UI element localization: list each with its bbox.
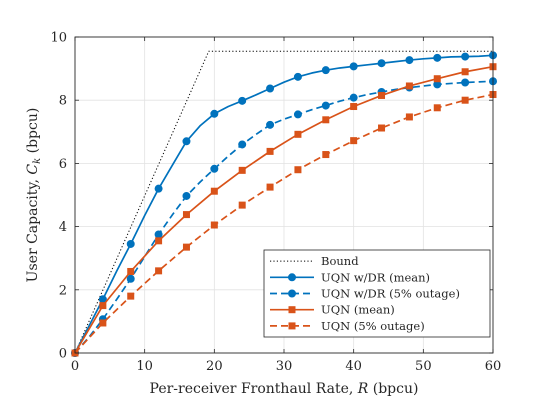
data-point: [350, 103, 358, 111]
data-point: [266, 84, 275, 93]
data-point: [350, 137, 358, 145]
data-point: [154, 230, 163, 239]
legend-box: [263, 249, 491, 338]
series-line: [74, 65, 494, 354]
legend-entry: UQN (5% outage): [270, 319, 425, 333]
data-point: [322, 151, 330, 159]
data-point: [349, 93, 358, 102]
data-point: [127, 292, 135, 300]
data-point: [182, 191, 191, 200]
data-point: [210, 221, 218, 229]
x-tick-label: 0: [71, 359, 79, 374]
data-point: [294, 130, 302, 138]
data-point: [433, 104, 441, 112]
data-point: [266, 147, 274, 155]
data-point: [461, 96, 469, 104]
data-point: [405, 82, 413, 90]
data-point: [288, 306, 296, 314]
y-axis-label-symbol: C: [25, 164, 41, 175]
data-point: [210, 187, 218, 195]
x-tick-label: 50: [415, 359, 432, 374]
data-point: [349, 62, 358, 71]
x-tick-label: 10: [136, 359, 153, 374]
data-point: [287, 273, 296, 282]
legend-label: UQN w/DR (5% outage): [321, 287, 460, 301]
data-point: [321, 101, 330, 110]
y-tick-label: 10: [50, 31, 67, 46]
data-point: [155, 267, 163, 275]
data-point: [433, 75, 441, 83]
y-tick-label: 4: [59, 220, 67, 235]
data-point: [266, 183, 274, 191]
legend-label: UQN w/DR (mean): [321, 270, 430, 284]
legend-entry: UQN w/DR (5% outage): [270, 287, 460, 301]
data-point: [238, 96, 247, 105]
data-point: [378, 91, 386, 99]
data-point: [155, 237, 163, 245]
data-point: [238, 166, 246, 174]
legend-entry: UQN (mean): [270, 303, 395, 317]
series-0: [74, 50, 493, 354]
x-tick-label: 30: [276, 359, 293, 374]
x-axis-label-suffix: (bpcu): [368, 381, 418, 397]
legend-label: UQN (5% outage): [321, 319, 425, 333]
data-point: [238, 140, 247, 149]
data-point: [321, 66, 330, 75]
x-axis-label: Per-receiver Fronthaul Rate, R (bpcu): [150, 381, 419, 397]
data-point: [182, 211, 190, 219]
data-point: [127, 267, 135, 275]
data-point: [293, 72, 302, 81]
y-tick-label: 8: [59, 94, 67, 109]
x-tick-label: 40: [345, 359, 362, 374]
x-axis-label-prefix: Per-receiver Fronthaul Rate,: [150, 381, 358, 397]
data-point: [378, 124, 386, 132]
data-point: [405, 56, 414, 65]
data-point: [99, 302, 107, 310]
ticks: 0 10 20 30 40 50 60 0 2 4 6 8 10: [50, 31, 501, 375]
y-axis-label: User Capacity, Ck (bpcu): [25, 108, 43, 283]
data-point: [99, 319, 107, 327]
data-point: [154, 184, 163, 193]
data-point: [238, 201, 246, 209]
data-point: [461, 78, 470, 87]
x-tick-label: 20: [206, 359, 223, 374]
data-point: [126, 239, 135, 248]
series-line: [74, 54, 494, 354]
data-point: [288, 322, 296, 330]
legend-entry: UQN w/DR (mean): [270, 270, 430, 284]
legend-label: UQN (mean): [321, 303, 395, 317]
data-point: [126, 274, 135, 283]
data-point: [377, 59, 386, 68]
series-1: [71, 51, 497, 357]
legend-label: Bound: [321, 254, 359, 268]
data-point: [287, 289, 296, 298]
y-axis-label-subscript: k: [32, 158, 43, 164]
data-point: [461, 68, 469, 76]
legend: Bound UQN w/DR (mean) UQN w/DR (5% outage)…: [263, 249, 491, 338]
data-point: [266, 120, 275, 129]
data-point: [210, 164, 219, 173]
data-point: [405, 113, 413, 121]
data-point: [210, 109, 219, 118]
series-line: [74, 50, 493, 354]
y-tick-label: 0: [59, 347, 67, 362]
data-point: [322, 116, 330, 124]
x-axis-label-symbol: R: [357, 381, 369, 397]
data-point: [182, 243, 190, 251]
data-point: [294, 166, 302, 174]
data-point: [433, 53, 442, 62]
y-tick-label: 2: [59, 283, 67, 298]
y-tick-label: 6: [59, 157, 67, 172]
data-point: [182, 137, 191, 146]
legend-entry: Bound: [270, 254, 359, 268]
y-axis-label-prefix: User Capacity,: [25, 175, 41, 283]
data-point: [461, 52, 470, 61]
y-axis-label-suffix: (bpcu): [25, 108, 41, 158]
x-tick-label: 60: [485, 359, 502, 374]
data-point: [293, 110, 302, 119]
